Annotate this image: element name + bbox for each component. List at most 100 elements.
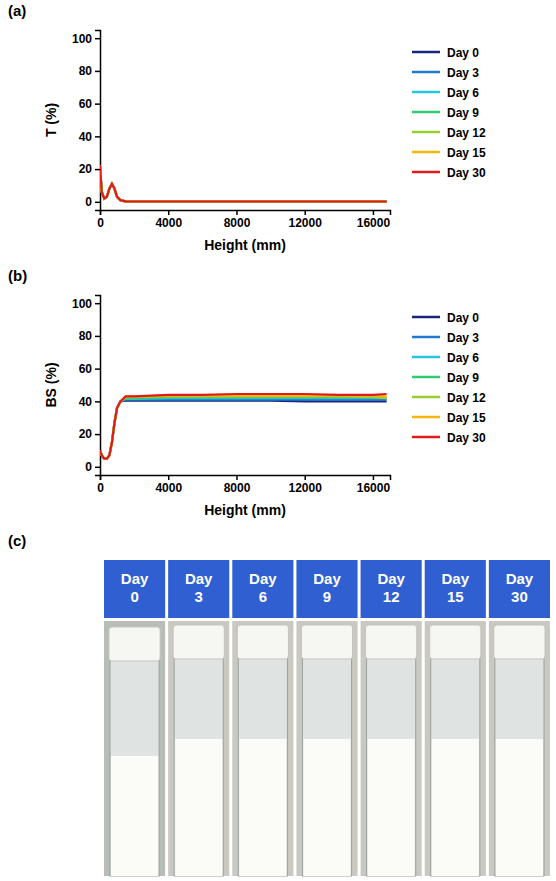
day-label: Day6 [249,570,277,605]
figure: 0400080001200016000020406080100Height (m… [0,0,556,881]
series-line [100,166,387,202]
x-tick-label: 16000 [357,481,391,495]
photo-column: Day15 [425,560,486,876]
legend-label: Day 15 [447,411,486,425]
y-tick-mark [95,103,100,105]
y-tick-mark [95,336,100,338]
legend-item: Day 0 [412,311,479,325]
legend-label: Day 12 [447,126,486,140]
legend-item: Day 30 [412,166,486,180]
series-line [100,166,387,202]
day-label: Day30 [506,570,534,605]
legend-label: Day 0 [447,311,479,325]
series-line [100,166,387,202]
legend-swatch [412,396,440,399]
y-tick-mark [95,434,100,436]
y-tick-label: 0 [85,195,92,209]
x-axis: 0400080001200016000 [97,475,390,495]
panel-label: (c) [8,532,26,549]
legend-swatch [412,71,440,74]
photo [104,621,165,876]
y-tick: 0 [85,195,100,209]
y-tick-label: 60 [79,362,93,376]
y-tick-mark [95,71,100,73]
photo-column: Day9 [296,560,357,876]
y-tick-label: 80 [79,329,93,343]
x-tick: 0 [97,210,104,230]
photo [361,621,422,876]
photo-column: Day0 [104,560,165,876]
vial-glass [174,657,223,876]
x-tick-label: 8000 [224,216,251,230]
x-tick-mark [168,210,170,215]
panel-label: (b) [8,267,27,284]
vial-content [496,739,543,876]
x-tick-mark [304,475,306,480]
x-tick: 8000 [224,210,251,230]
legend-item: Day 6 [412,86,479,100]
vial-glass [238,657,287,876]
y-tick-label: 20 [79,427,93,441]
y-tick-label: 40 [79,395,93,409]
y-tick-label: 80 [79,64,93,78]
legend-swatch [412,171,440,174]
legend-label: Day 6 [447,351,479,365]
vial-glass [302,657,351,876]
series-line [100,398,387,459]
day-header [361,560,422,618]
day-header [232,560,293,618]
x-tick: 0 [97,475,104,495]
legend: Day 0Day 3Day 6Day 9Day 12Day 15Day 30 [412,46,486,180]
y-tick: 20 [79,162,100,176]
vial-content [303,739,350,876]
x-tick: 4000 [155,475,182,495]
vial-glass [367,657,416,876]
day-label: Day0 [121,570,149,605]
x-tick-mark [304,210,306,215]
legend-item: Day 9 [412,106,479,120]
vial-cap [366,625,417,659]
legend-swatch [412,51,440,54]
y-axis-title: BS (%) [43,362,59,407]
y-tick-mark [95,38,100,40]
x-tick-label: 4000 [155,216,182,230]
plot-area [100,394,387,459]
y-axis-title: T (%) [43,103,59,137]
vial-content [368,739,415,876]
y-tick-mark [95,136,100,138]
vial-cap [109,627,160,661]
series-line [100,396,387,458]
y-axis-line [95,31,101,211]
legend-label: Day 30 [447,431,486,445]
x-tick: 16000 [357,210,391,230]
y-tick: 60 [79,97,100,111]
legend-item: Day 9 [412,371,479,385]
x-tick: 12000 [289,210,323,230]
y-axis: 020406080100 [72,296,101,476]
day-label: Day3 [185,570,213,605]
x-tick-label: 12000 [289,481,323,495]
legend-label: Day 9 [447,371,479,385]
legend-swatch [412,436,440,439]
plot-area [100,166,387,202]
legend-item: Day 30 [412,431,486,445]
day-label: Day15 [442,570,470,605]
y-axis-line [95,296,101,476]
y-tick: 40 [79,395,100,409]
y-tick-label: 20 [79,162,93,176]
legend-swatch [412,376,440,379]
series-line [100,396,387,459]
day-header [489,560,550,618]
x-tick-label: 4000 [155,481,182,495]
vial-cap [173,625,224,659]
legend-swatch [412,336,440,339]
y-tick-label: 100 [72,32,92,46]
x-tick-label: 16000 [357,216,391,230]
y-tick: 100 [72,32,100,46]
legend-label: Day 9 [447,106,479,120]
day-label: Day9 [313,570,341,605]
x-tick-mark [236,210,238,215]
x-axis-line [101,476,391,481]
series-line [100,400,387,459]
legend-label: Day 12 [447,391,486,405]
